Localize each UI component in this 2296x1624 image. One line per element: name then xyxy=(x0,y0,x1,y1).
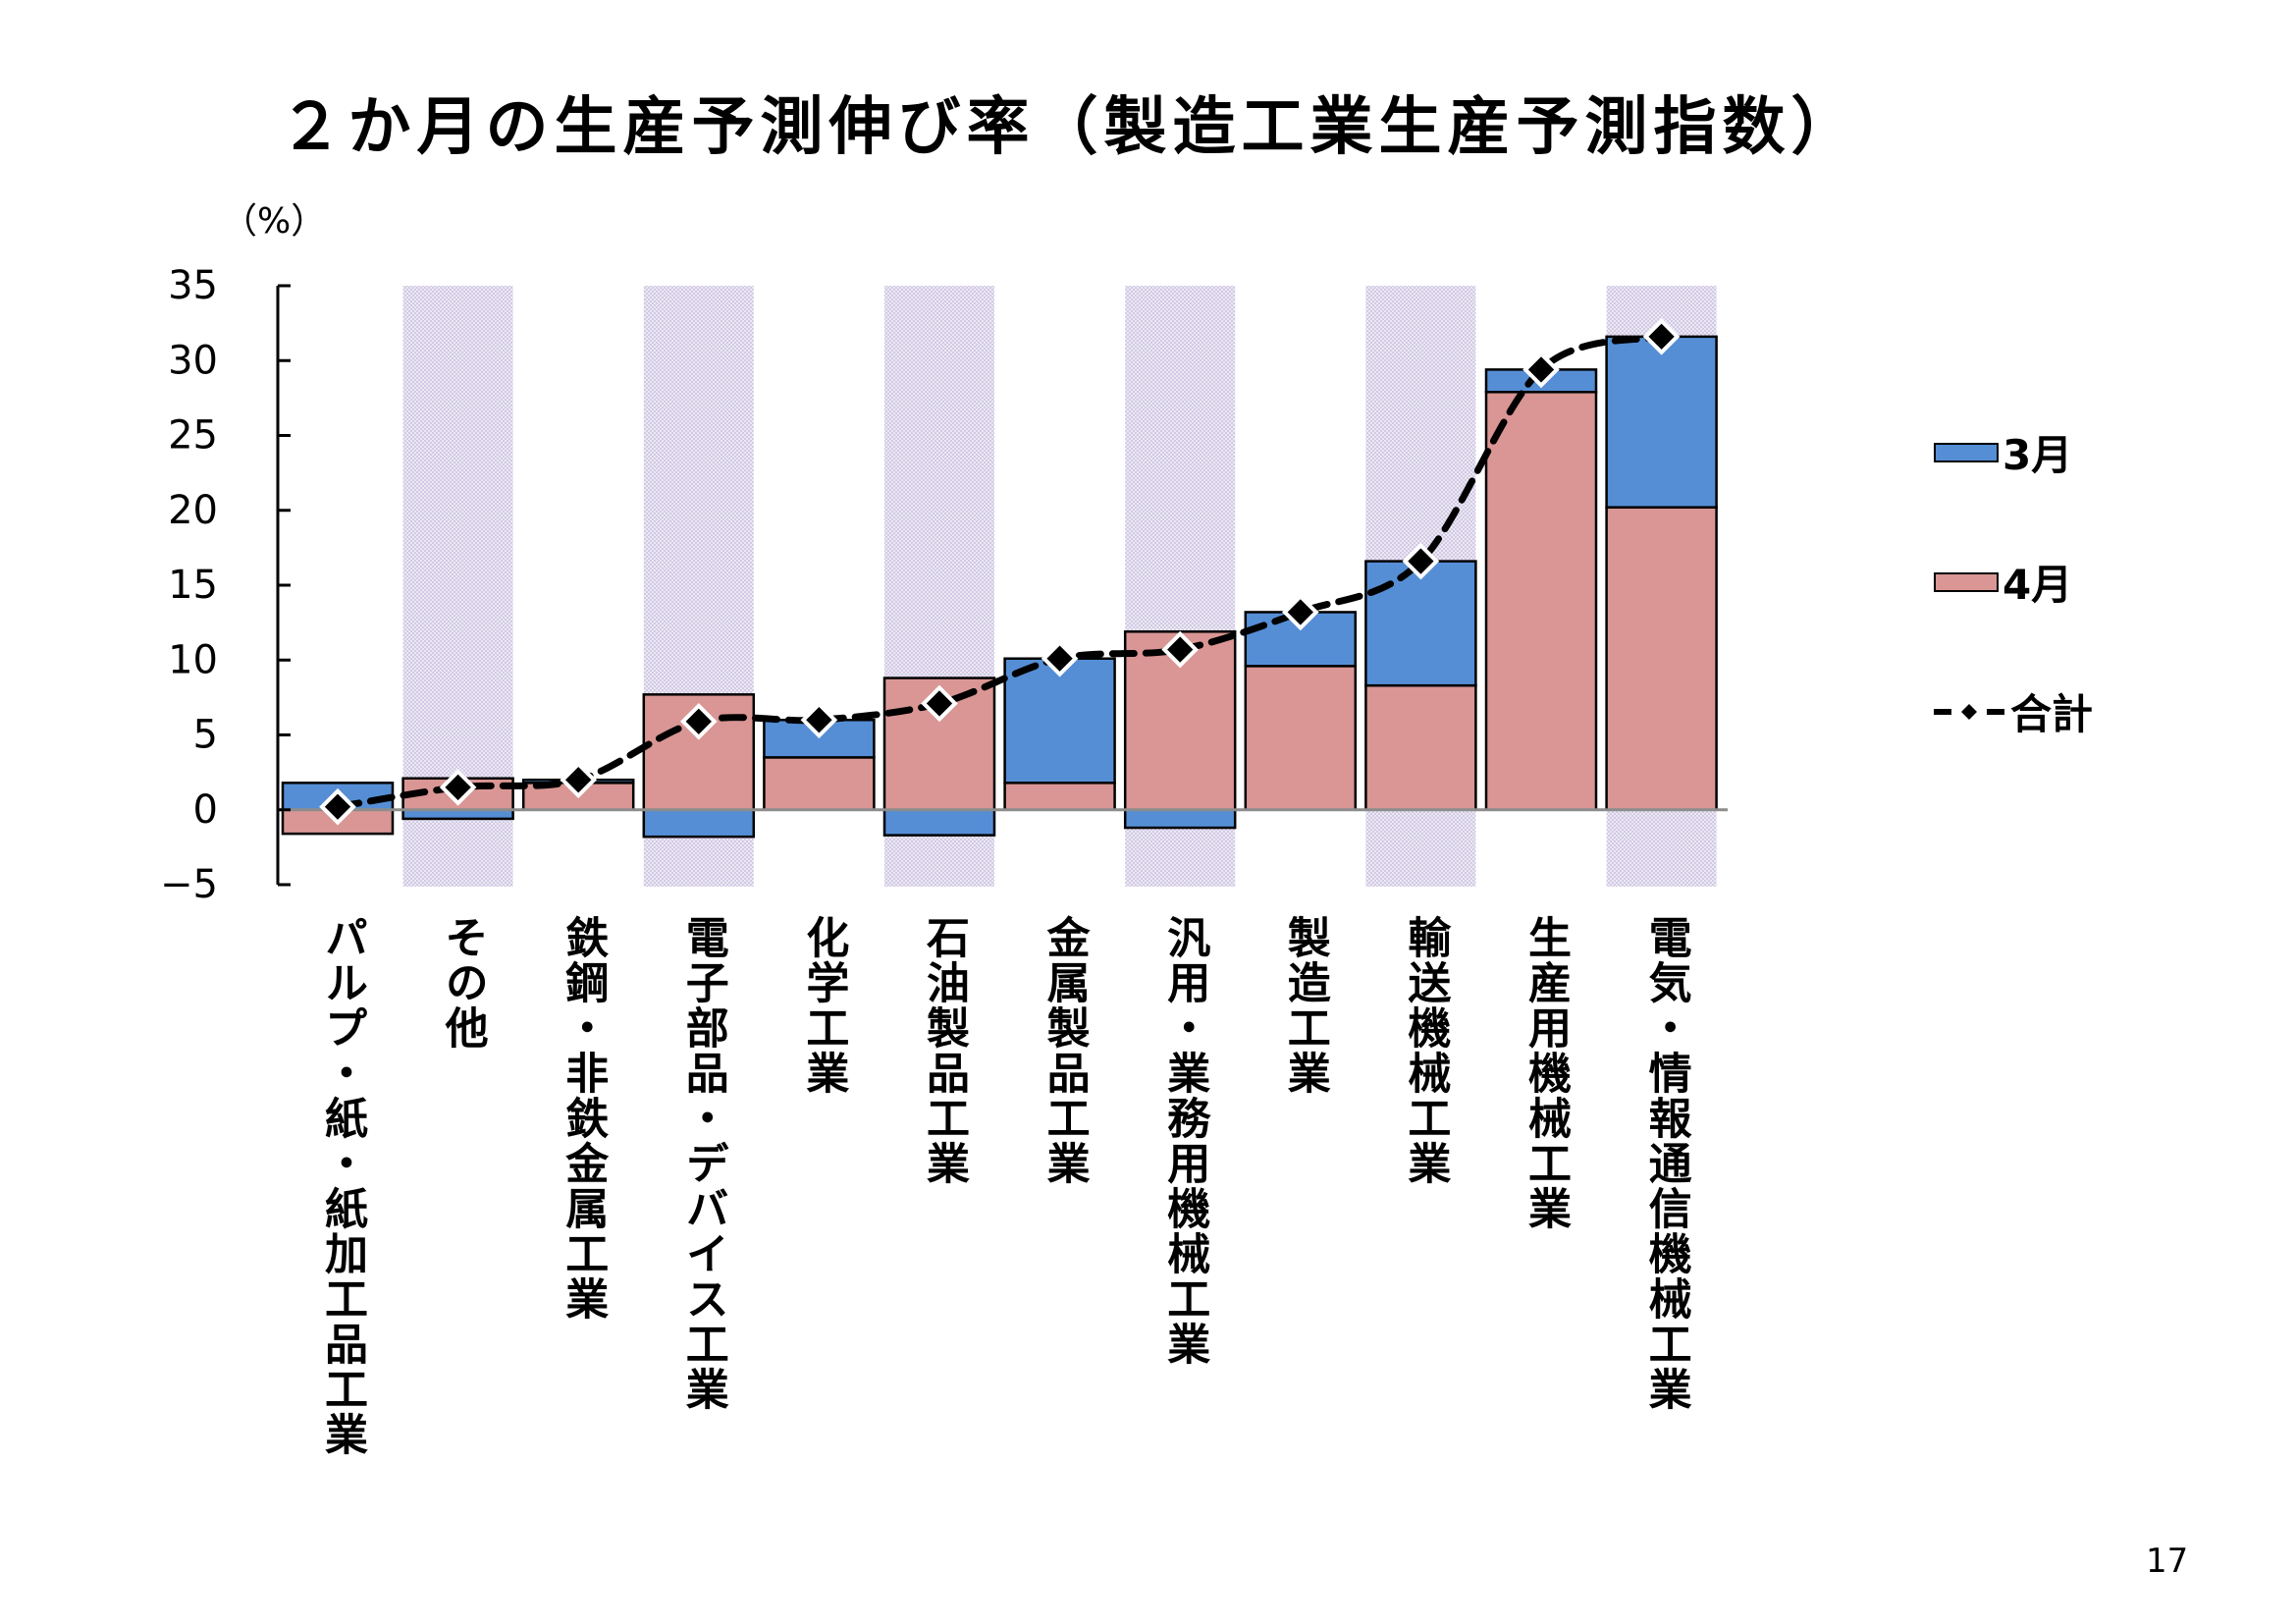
legend-item-total: 合計 xyxy=(1934,681,2093,741)
x-tick-label: 石油製品工業 xyxy=(919,915,969,1186)
bar-april xyxy=(1003,782,1116,811)
bar-april xyxy=(1605,506,1718,811)
total-line xyxy=(319,318,1681,826)
total-marker xyxy=(679,702,718,740)
legend-label-total: 合計 xyxy=(2010,690,2094,738)
x-tick-label: その他 xyxy=(437,915,488,1051)
y-tick-label: 5 xyxy=(193,713,218,758)
total-marker xyxy=(1041,639,1079,677)
legend-item-march: 3月 xyxy=(1934,422,2072,482)
chart-title: ２か月の生産予測伸び率（製造工業生産予測指数） xyxy=(279,91,1860,164)
legend-label-march: 3月 xyxy=(2002,431,2073,479)
x-tick-label: 製造工業 xyxy=(1279,915,1330,1096)
x-tick-label: 電子部品・デバイス工業 xyxy=(677,915,728,1412)
x-tick-label: 生産用機械工業 xyxy=(1521,915,1571,1231)
legend-swatch-april xyxy=(1934,571,1999,592)
x-tick-label: 輸送機械工業 xyxy=(1400,915,1451,1186)
bar-march xyxy=(1605,335,1718,509)
bar-april xyxy=(1244,665,1358,811)
y-axis: 35 30 25 20 15 10 5 0 −5 xyxy=(160,263,291,907)
bar-march xyxy=(1003,657,1116,785)
x-tick-label: 化学工業 xyxy=(798,915,849,1096)
y-axis-unit-label: （%） xyxy=(222,201,327,242)
x-tick-label: 電気・情報通信機械工業 xyxy=(1640,915,1691,1412)
total-marker xyxy=(439,769,477,806)
page-number: 17 xyxy=(2146,1542,2189,1581)
legend-item-april: 4月 xyxy=(1934,552,2072,612)
total-marker xyxy=(1161,630,1200,669)
bar-april xyxy=(763,756,876,811)
y-tick-label: 10 xyxy=(168,637,218,682)
bar-april xyxy=(1364,683,1477,811)
x-tick-label: 金属製品工業 xyxy=(1039,915,1090,1186)
y-tick-label: 35 xyxy=(168,263,218,308)
x-tick-label: パルプ・紙・紙加工品工業 xyxy=(317,915,367,1457)
legend-line-diamond-icon xyxy=(1934,703,2004,720)
bar-april xyxy=(1484,391,1598,811)
bar-march xyxy=(1123,808,1237,830)
y-tick-label: 25 xyxy=(168,413,218,459)
y-tick-label: 20 xyxy=(168,488,218,533)
total-marker xyxy=(319,787,356,826)
total-marker xyxy=(800,701,838,739)
x-tick-label: 鉄鋼・非鉄金属工業 xyxy=(558,915,609,1322)
total-marker xyxy=(560,761,598,799)
total-marker xyxy=(1281,593,1319,631)
bar-march xyxy=(642,808,756,839)
y-tick-label: 15 xyxy=(168,563,218,608)
y-tick-label: 30 xyxy=(168,338,218,383)
y-tick-label: −5 xyxy=(160,862,218,907)
total-marker xyxy=(1642,318,1681,355)
x-tick-label: 汎用・業務用機械工業 xyxy=(1159,915,1210,1367)
legend-label-april: 4月 xyxy=(2002,561,2073,609)
bar-march xyxy=(882,808,996,837)
y-tick-label: 0 xyxy=(193,787,218,833)
total-marker xyxy=(921,684,958,723)
total-marker xyxy=(1522,351,1560,389)
legend-swatch-march xyxy=(1934,442,1999,462)
bar-march xyxy=(1364,560,1477,687)
total-marker xyxy=(1402,542,1440,580)
